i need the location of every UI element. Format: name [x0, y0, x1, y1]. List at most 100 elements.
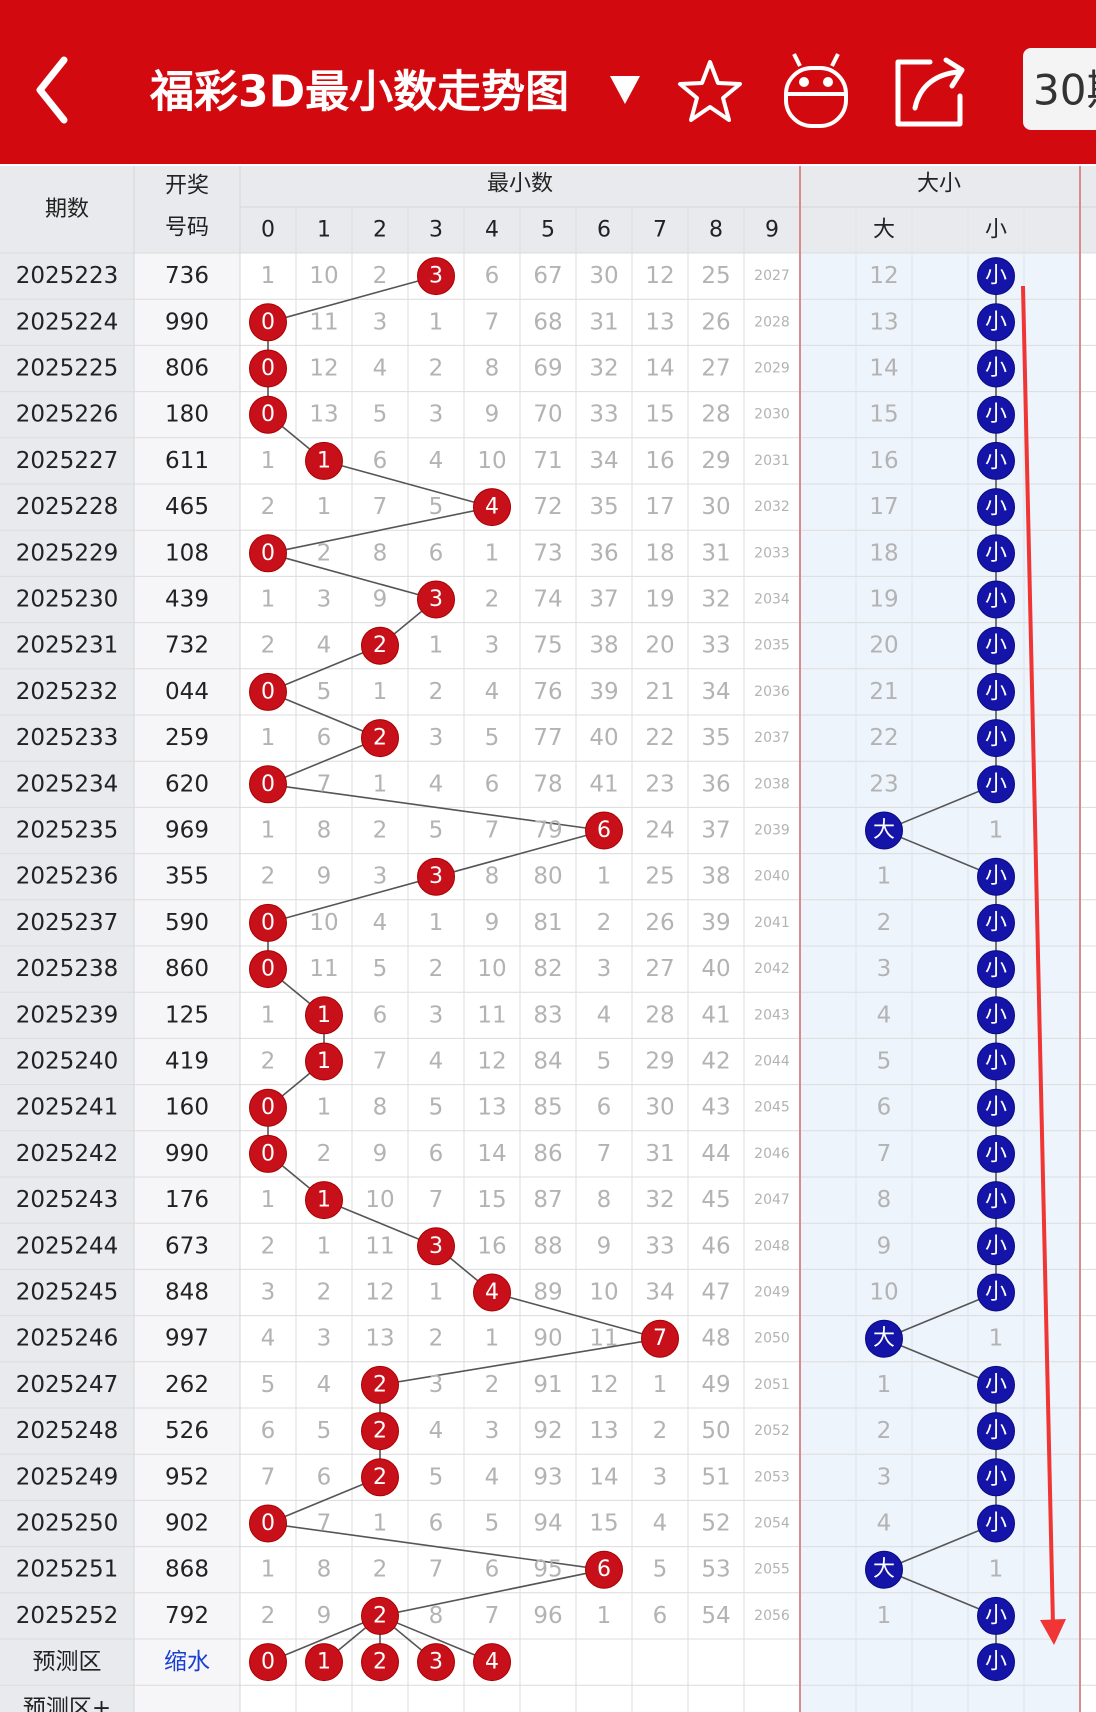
draw-number: 620: [165, 771, 209, 797]
miss-count: 5: [597, 1049, 612, 1075]
miss-count: 5: [429, 1095, 444, 1121]
miss-count: 13: [589, 1418, 618, 1444]
miss-count: 75: [533, 633, 562, 659]
miss-count: 18: [645, 540, 674, 566]
min-ball-label: 0: [261, 1511, 275, 1536]
size-ball-label: 小: [985, 587, 1007, 612]
miss-count: 5: [877, 1049, 892, 1075]
miss-count: 5: [373, 956, 388, 982]
miss-count: 2036: [754, 684, 790, 700]
miss-count: 1: [373, 1511, 388, 1537]
miss-count: 2030: [754, 407, 790, 423]
miss-count: 1: [261, 263, 276, 289]
size-ball: [977, 719, 1015, 758]
miss-count: 3: [317, 587, 332, 613]
min-ball: [305, 441, 343, 480]
trend-segment: [883, 1291, 997, 1340]
share-button[interactable]: [895, 57, 965, 127]
size-ball: [977, 1596, 1015, 1635]
size-ball-label: 小: [985, 402, 1007, 427]
miss-count: 2: [429, 679, 444, 705]
miss-count: 4: [485, 679, 500, 705]
forecast-draw: 缩水: [164, 1649, 210, 1675]
size-ball: [977, 857, 1015, 896]
miss-count: 2041: [754, 915, 790, 931]
android-button[interactable]: [784, 53, 848, 128]
size-ball-label: 小: [985, 1095, 1007, 1120]
min-ball-label: 4: [485, 495, 499, 520]
period: 2025239: [16, 1002, 118, 1028]
miss-count: 12: [645, 263, 674, 289]
miss-count: 6: [653, 1603, 668, 1629]
size-ball: [977, 441, 1015, 480]
miss-count: 36: [589, 540, 618, 566]
size-ball-label: 小: [985, 726, 1007, 751]
miss-count: 47: [701, 1280, 730, 1306]
miss-count: 1: [653, 1372, 668, 1398]
miss-count: 92: [533, 1418, 562, 1444]
period-button-label[interactable]: 30期: [1033, 66, 1096, 115]
trend-segment: [267, 691, 381, 739]
miss-count: 70: [533, 402, 562, 428]
min-ball: [361, 719, 399, 758]
size-ball: [977, 1181, 1015, 1220]
period: 2025251: [16, 1557, 118, 1583]
size-ball-label: 小: [985, 310, 1007, 335]
miss-count: 69: [533, 356, 562, 382]
back-button[interactable]: [36, 56, 68, 124]
miss-count: 7: [261, 1464, 276, 1490]
miss-count: 8: [317, 1557, 332, 1583]
size-ball-label: 小: [985, 1141, 1007, 1166]
digit-header: 6: [597, 218, 611, 243]
draw-number: 176: [165, 1187, 209, 1213]
size-ball: [977, 257, 1015, 296]
forecast-ball-label: 1: [317, 1650, 331, 1675]
miss-count: 2: [261, 633, 276, 659]
miss-count: 5: [485, 725, 500, 751]
period-button[interactable]: [1023, 48, 1096, 130]
size-ball: [977, 1458, 1015, 1497]
miss-count: 4: [653, 1511, 668, 1537]
miss-count: 9: [373, 587, 388, 613]
period-header: 期数: [45, 197, 89, 222]
period: 2025246: [16, 1326, 118, 1352]
size-ball-label: 小: [985, 1234, 1007, 1259]
title-dropdown[interactable]: [610, 76, 640, 104]
min-ball-label: 1: [317, 1188, 331, 1213]
miss-count: 41: [701, 1002, 730, 1028]
size-ball: [977, 303, 1015, 342]
min-ball-label: 0: [261, 310, 275, 335]
miss-count: 11: [365, 1233, 394, 1259]
favorite-button[interactable]: [678, 60, 742, 122]
miss-count: 4: [429, 448, 444, 474]
miss-count: 2: [317, 540, 332, 566]
size-ball-label: 小: [985, 772, 1007, 797]
min-ball: [249, 903, 287, 942]
draw-number: 590: [165, 910, 209, 936]
miss-count: 2048: [754, 1238, 790, 1254]
miss-count: 30: [701, 494, 730, 520]
miss-count: 21: [869, 679, 898, 705]
min-ball: [585, 811, 623, 850]
min-ball: [361, 1365, 399, 1404]
miss-count: 13: [309, 402, 338, 428]
miss-count: 2038: [754, 776, 790, 792]
draw-col-bg: [134, 253, 240, 1712]
draw-number: 465: [165, 494, 209, 520]
digit-header: 8: [709, 218, 723, 243]
trend-segment: [379, 1568, 605, 1617]
min-ball-label: 0: [261, 910, 275, 935]
trend-segment: [267, 1522, 605, 1571]
miss-count: 2032: [754, 499, 790, 515]
miss-count: 9: [317, 864, 332, 890]
period: 2025244: [16, 1233, 118, 1259]
size-ball-label: 小: [985, 356, 1007, 381]
miss-count: 6: [429, 540, 444, 566]
miss-count: 15: [869, 402, 898, 428]
miss-count: 8: [485, 864, 500, 890]
miss-count: 13: [365, 1326, 394, 1352]
miss-count: 11: [589, 1326, 618, 1352]
miss-count: 3: [485, 1418, 500, 1444]
miss-count: 2051: [754, 1377, 790, 1393]
page-title: 福彩3D最小数走势图: [149, 67, 569, 118]
